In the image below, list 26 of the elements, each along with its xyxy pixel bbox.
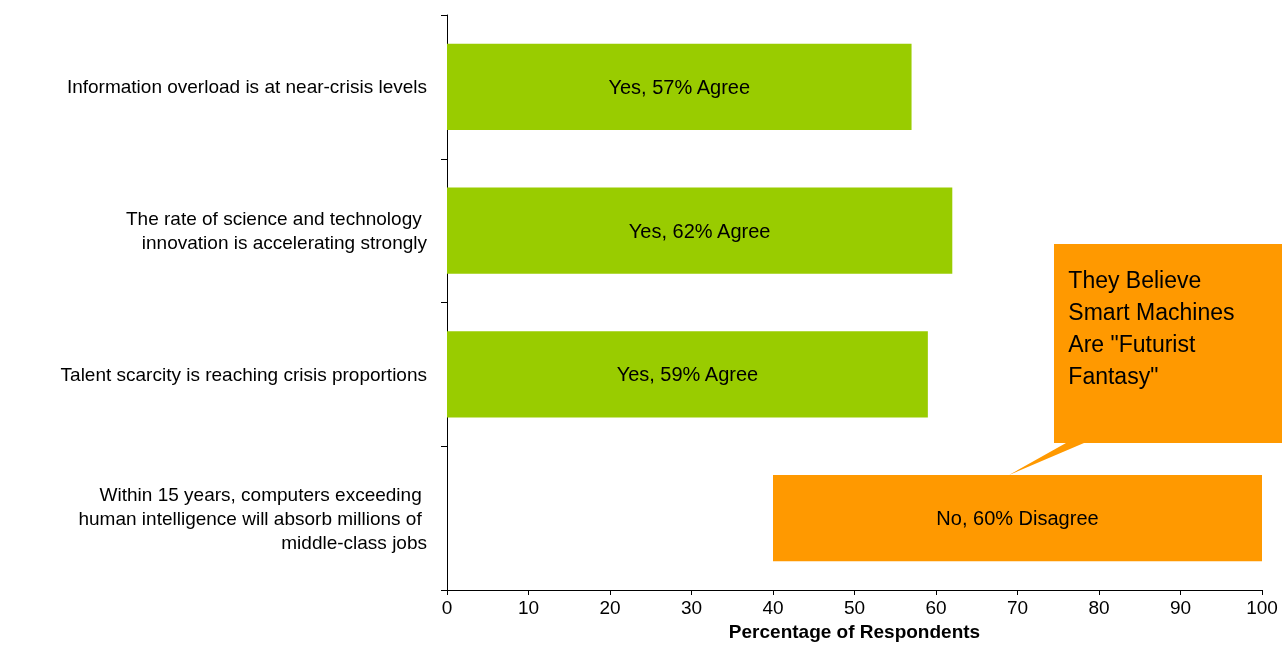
bar	[447, 187, 953, 274]
x-tick-label: 0	[441, 597, 453, 618]
data-label: Yes, 59% Agree	[616, 363, 759, 386]
x-tick-label: 100	[1246, 597, 1278, 618]
y-tick-label: Information overload is at near-crisis levels	[66, 76, 427, 98]
annotation: They Believe Smart Machines Are "Futurist Fantasy"	[1068, 266, 1236, 392]
y-tick-label: Within 15 years, computers exceeding human intelligence will absorb millions of middle-class jobs	[78, 483, 427, 553]
x-tick-label: 80	[1088, 597, 1110, 618]
x-tick-label: 30	[680, 597, 703, 618]
x-tick-label: 40	[762, 597, 784, 618]
x-tick-label: 60	[925, 597, 947, 618]
bar	[447, 43, 912, 130]
data-label: Yes, 57% Agree	[608, 75, 751, 98]
bar	[447, 331, 928, 418]
x-tick-label: 50	[843, 597, 866, 618]
x-tick-label: 70	[1006, 597, 1029, 618]
y-tick-label: Talent scarcity is reaching crisis proportions	[60, 363, 427, 385]
data-label: No, 60% Disagree	[936, 507, 1099, 530]
x-axis-title: Percentage of Respondents	[728, 621, 981, 642]
x-tick-label: 90	[1169, 597, 1192, 618]
bar	[773, 475, 1262, 562]
data-label: Yes, 62% Agree	[628, 219, 771, 242]
callout-box: They Believe Smart Machines Are "Futurist Fantasy"	[1009, 244, 1283, 476]
y-tick-label: The rate of science and technology innovation is accelerating strongly	[125, 208, 428, 254]
x-tick-label: 20	[599, 597, 621, 618]
x-tick-label: 10	[517, 597, 540, 618]
